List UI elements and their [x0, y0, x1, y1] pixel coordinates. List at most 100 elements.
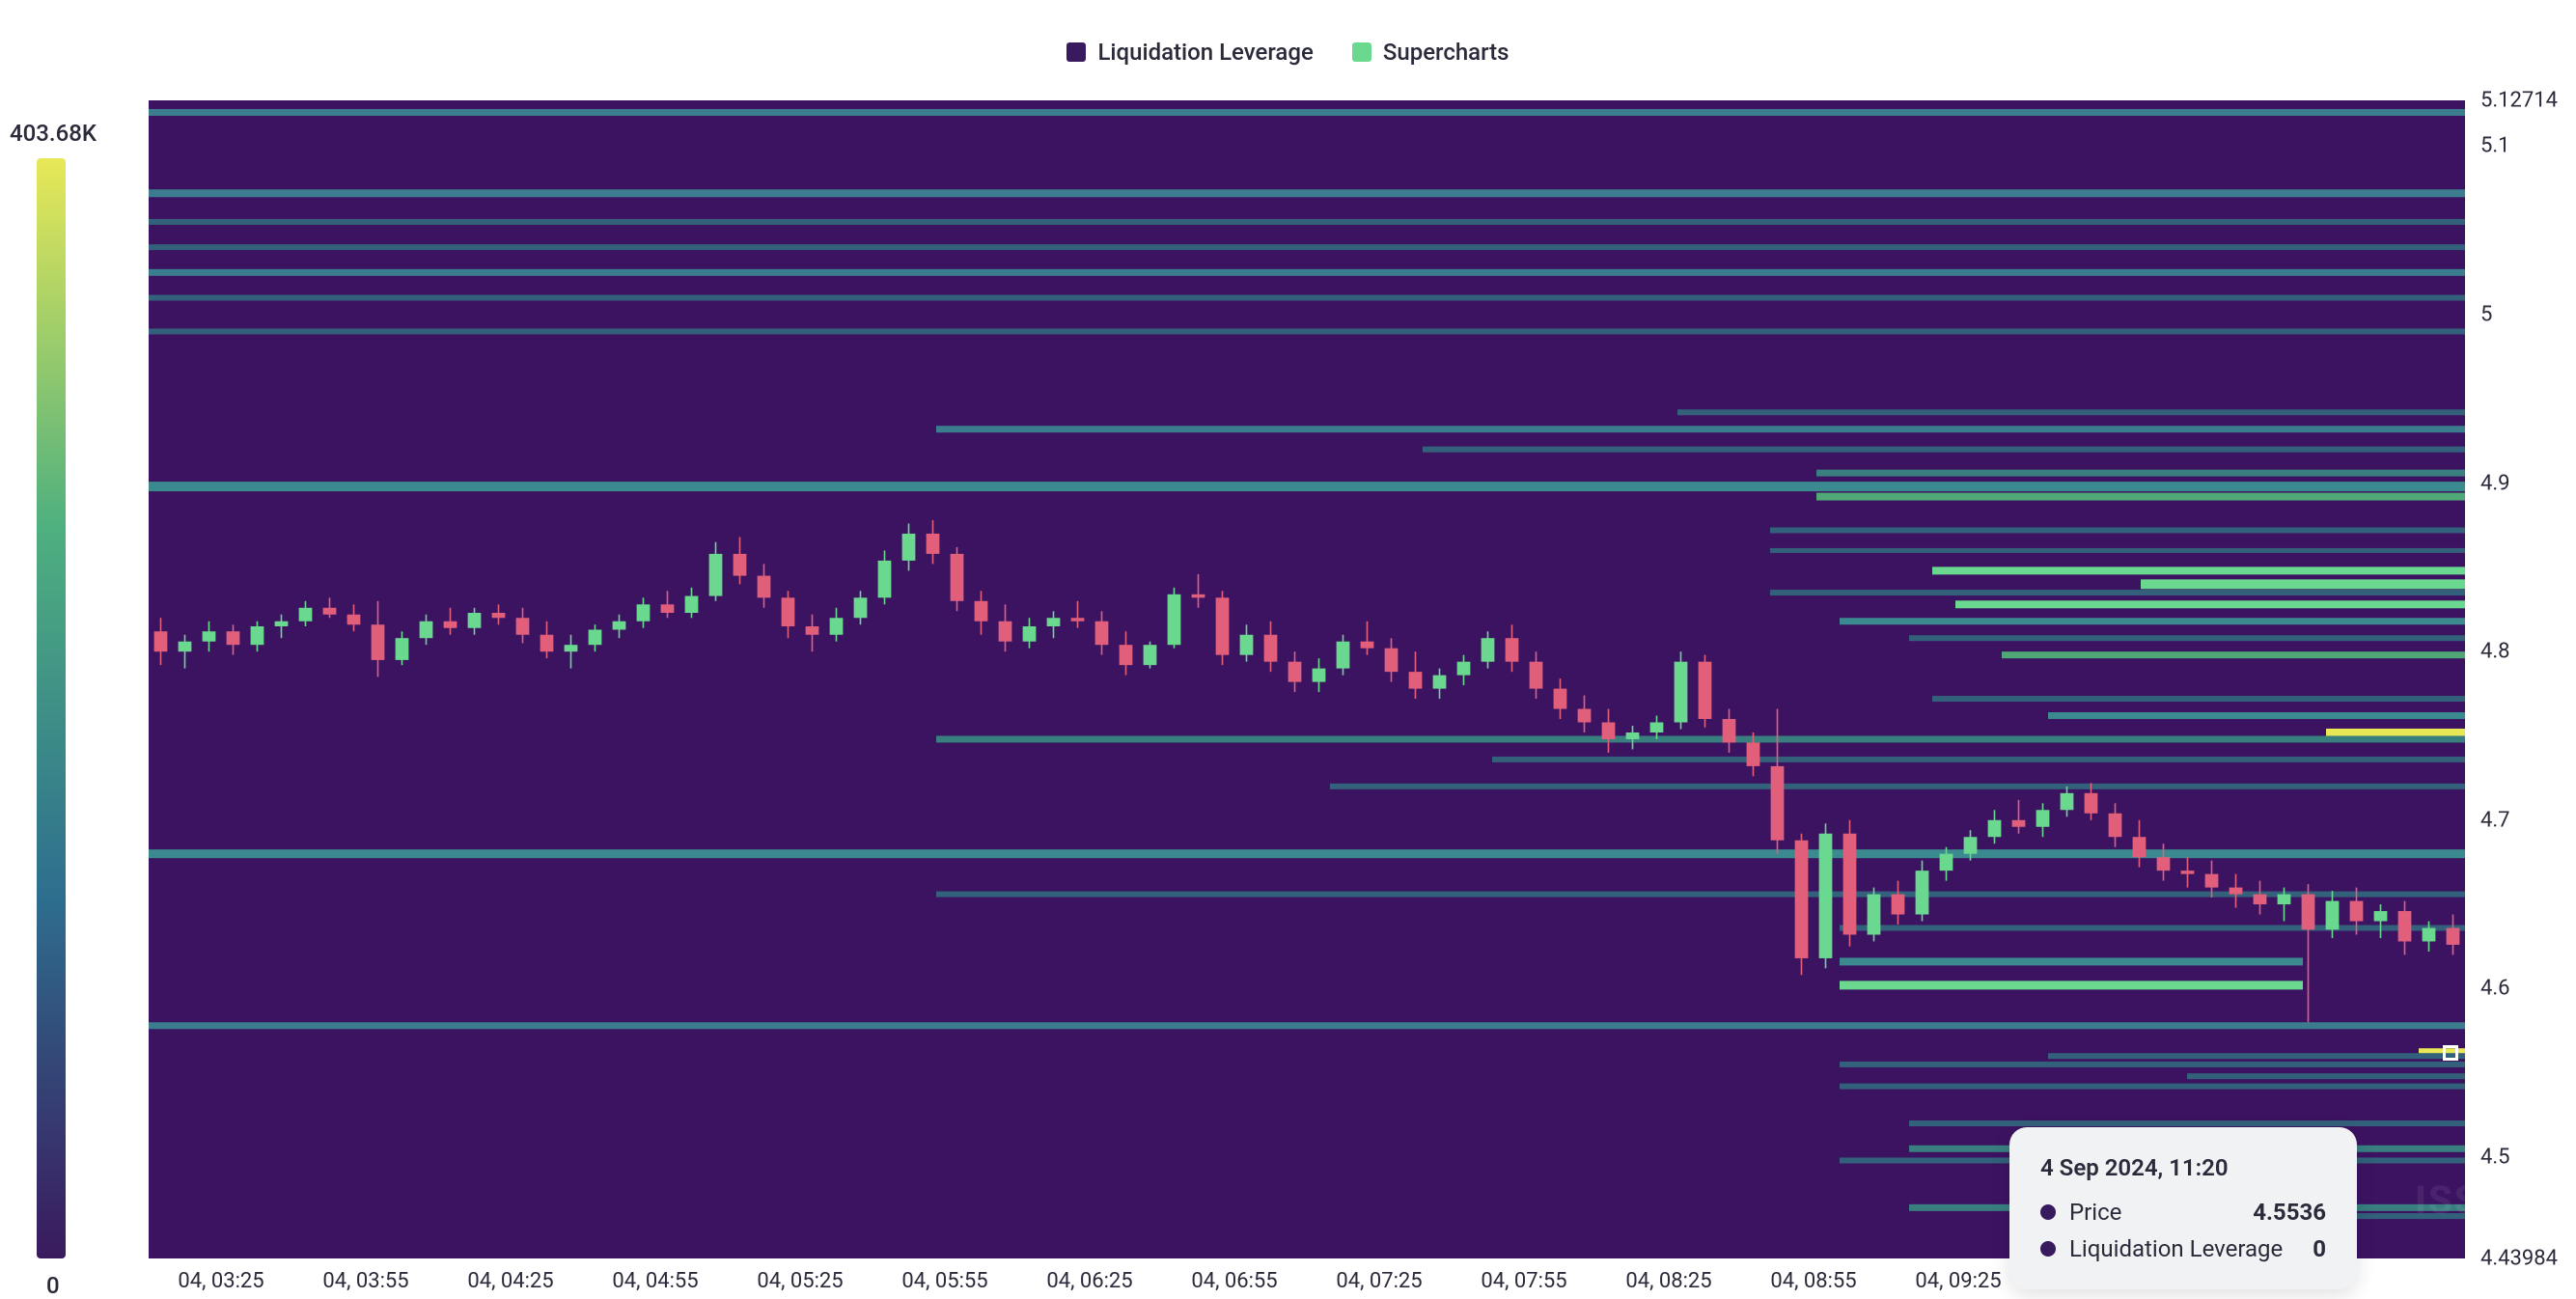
candle	[1892, 895, 1905, 915]
heat-band	[149, 269, 2465, 276]
candle	[1144, 645, 1157, 665]
candle	[1819, 834, 1833, 958]
candle	[1916, 871, 1929, 914]
legend-swatch	[1066, 42, 1086, 62]
tooltip-title: 4 Sep 2024, 11:20	[2040, 1154, 2326, 1181]
hover-tooltip: 4 Sep 2024, 11:20 Price4.5536Liquidation…	[2009, 1127, 2357, 1289]
colorscale-max-label: 403.68K	[10, 120, 97, 147]
heat-band	[936, 735, 2465, 742]
candle	[154, 631, 168, 651]
x-tick-label: 04, 07:25	[1336, 1269, 1422, 1293]
candle	[902, 534, 916, 561]
legend: Liquidation Leverage Supercharts	[0, 39, 2576, 66]
candle	[661, 604, 675, 613]
candle	[2181, 871, 2195, 873]
colorscale-min-label: 0	[46, 1272, 60, 1299]
candle	[227, 631, 240, 645]
candle	[275, 622, 289, 626]
y-tick-label: 5.1	[2480, 134, 2510, 158]
candle	[854, 597, 868, 618]
candle	[1047, 618, 1061, 626]
heat-band	[1840, 1084, 2465, 1090]
tooltip-label: Liquidation Leverage	[2069, 1235, 2283, 1262]
candle	[1506, 638, 1519, 661]
candle	[1313, 669, 1326, 682]
heat-band	[2326, 729, 2465, 736]
candle	[1771, 766, 1785, 841]
legend-swatch	[1352, 42, 1371, 62]
heat-band	[149, 295, 2465, 301]
candle	[1168, 594, 1181, 645]
heat-band	[1840, 981, 2303, 989]
x-tick-label: 04, 08:25	[1625, 1269, 1711, 1293]
candle	[2012, 820, 2026, 827]
candle	[372, 624, 385, 660]
heat-band	[2187, 1073, 2465, 1079]
heat-band	[1955, 600, 2465, 608]
heat-band	[149, 109, 2465, 116]
y-tick-label: 5.12714	[2480, 89, 2558, 113]
candle	[806, 626, 819, 635]
candle	[1120, 645, 1133, 665]
candle	[1264, 635, 1278, 662]
heat-band	[1840, 926, 2465, 931]
candle	[516, 618, 530, 634]
legend-label: Supercharts	[1383, 39, 1510, 66]
candle	[2205, 874, 2219, 888]
candle	[2423, 928, 2436, 942]
heatmap-candlestick-chart[interactable]: ISS	[149, 100, 2465, 1258]
candle	[1482, 638, 1495, 661]
candle	[2447, 928, 2460, 945]
heat-band	[1909, 1120, 2465, 1126]
heat-band	[2048, 1053, 2465, 1059]
candle	[1071, 618, 1085, 621]
heat-band	[1840, 1062, 2465, 1067]
candle	[1650, 723, 1664, 732]
legend-item[interactable]: Supercharts	[1352, 39, 1510, 66]
candle	[1940, 854, 1953, 871]
candle	[999, 622, 1012, 642]
candle	[734, 554, 747, 576]
candle	[468, 613, 482, 628]
candle	[1095, 622, 1109, 645]
legend-item[interactable]: Liquidation Leverage	[1066, 39, 1313, 66]
heat-band	[149, 328, 2465, 334]
candle	[1554, 689, 1567, 709]
x-tick-label: 04, 05:25	[757, 1269, 843, 1293]
candle	[2036, 810, 2050, 826]
candle	[203, 631, 216, 641]
heat-band	[1840, 957, 2303, 965]
heat-band	[149, 189, 2465, 197]
candle	[878, 561, 892, 597]
heat-band	[1423, 447, 2465, 453]
y-tick-label: 4.5	[2480, 1145, 2510, 1169]
candle	[251, 626, 264, 645]
plot-svg	[149, 100, 2465, 1258]
tooltip-value: 0	[2313, 1235, 2326, 1262]
heat-band	[149, 244, 2465, 250]
candle	[2061, 793, 2074, 810]
candle	[1747, 742, 1760, 765]
x-tick-label: 04, 09:25	[1915, 1269, 2001, 1293]
candle	[1795, 841, 1809, 958]
heat-band	[149, 482, 2465, 491]
x-tick-label: 04, 07:55	[1481, 1269, 1566, 1293]
candle	[1361, 642, 1374, 649]
candle	[444, 622, 457, 628]
tooltip-label: Price	[2069, 1199, 2121, 1226]
watermark: ISS	[2415, 1177, 2480, 1223]
candle	[1023, 626, 1037, 642]
candle	[1868, 895, 1881, 935]
x-tick-label: 04, 06:55	[1191, 1269, 1277, 1293]
candle	[1385, 649, 1399, 672]
candle	[2230, 888, 2243, 895]
x-tick-label: 04, 04:55	[612, 1269, 698, 1293]
candle	[1602, 723, 1616, 739]
tooltip-row: Liquidation Leverage 0	[2040, 1235, 2326, 1262]
candle	[2133, 837, 2147, 857]
candle	[492, 613, 506, 618]
candle	[1240, 635, 1254, 655]
heat-band	[1840, 618, 2465, 624]
heat-band	[1330, 784, 2465, 789]
candle	[2350, 901, 2364, 922]
